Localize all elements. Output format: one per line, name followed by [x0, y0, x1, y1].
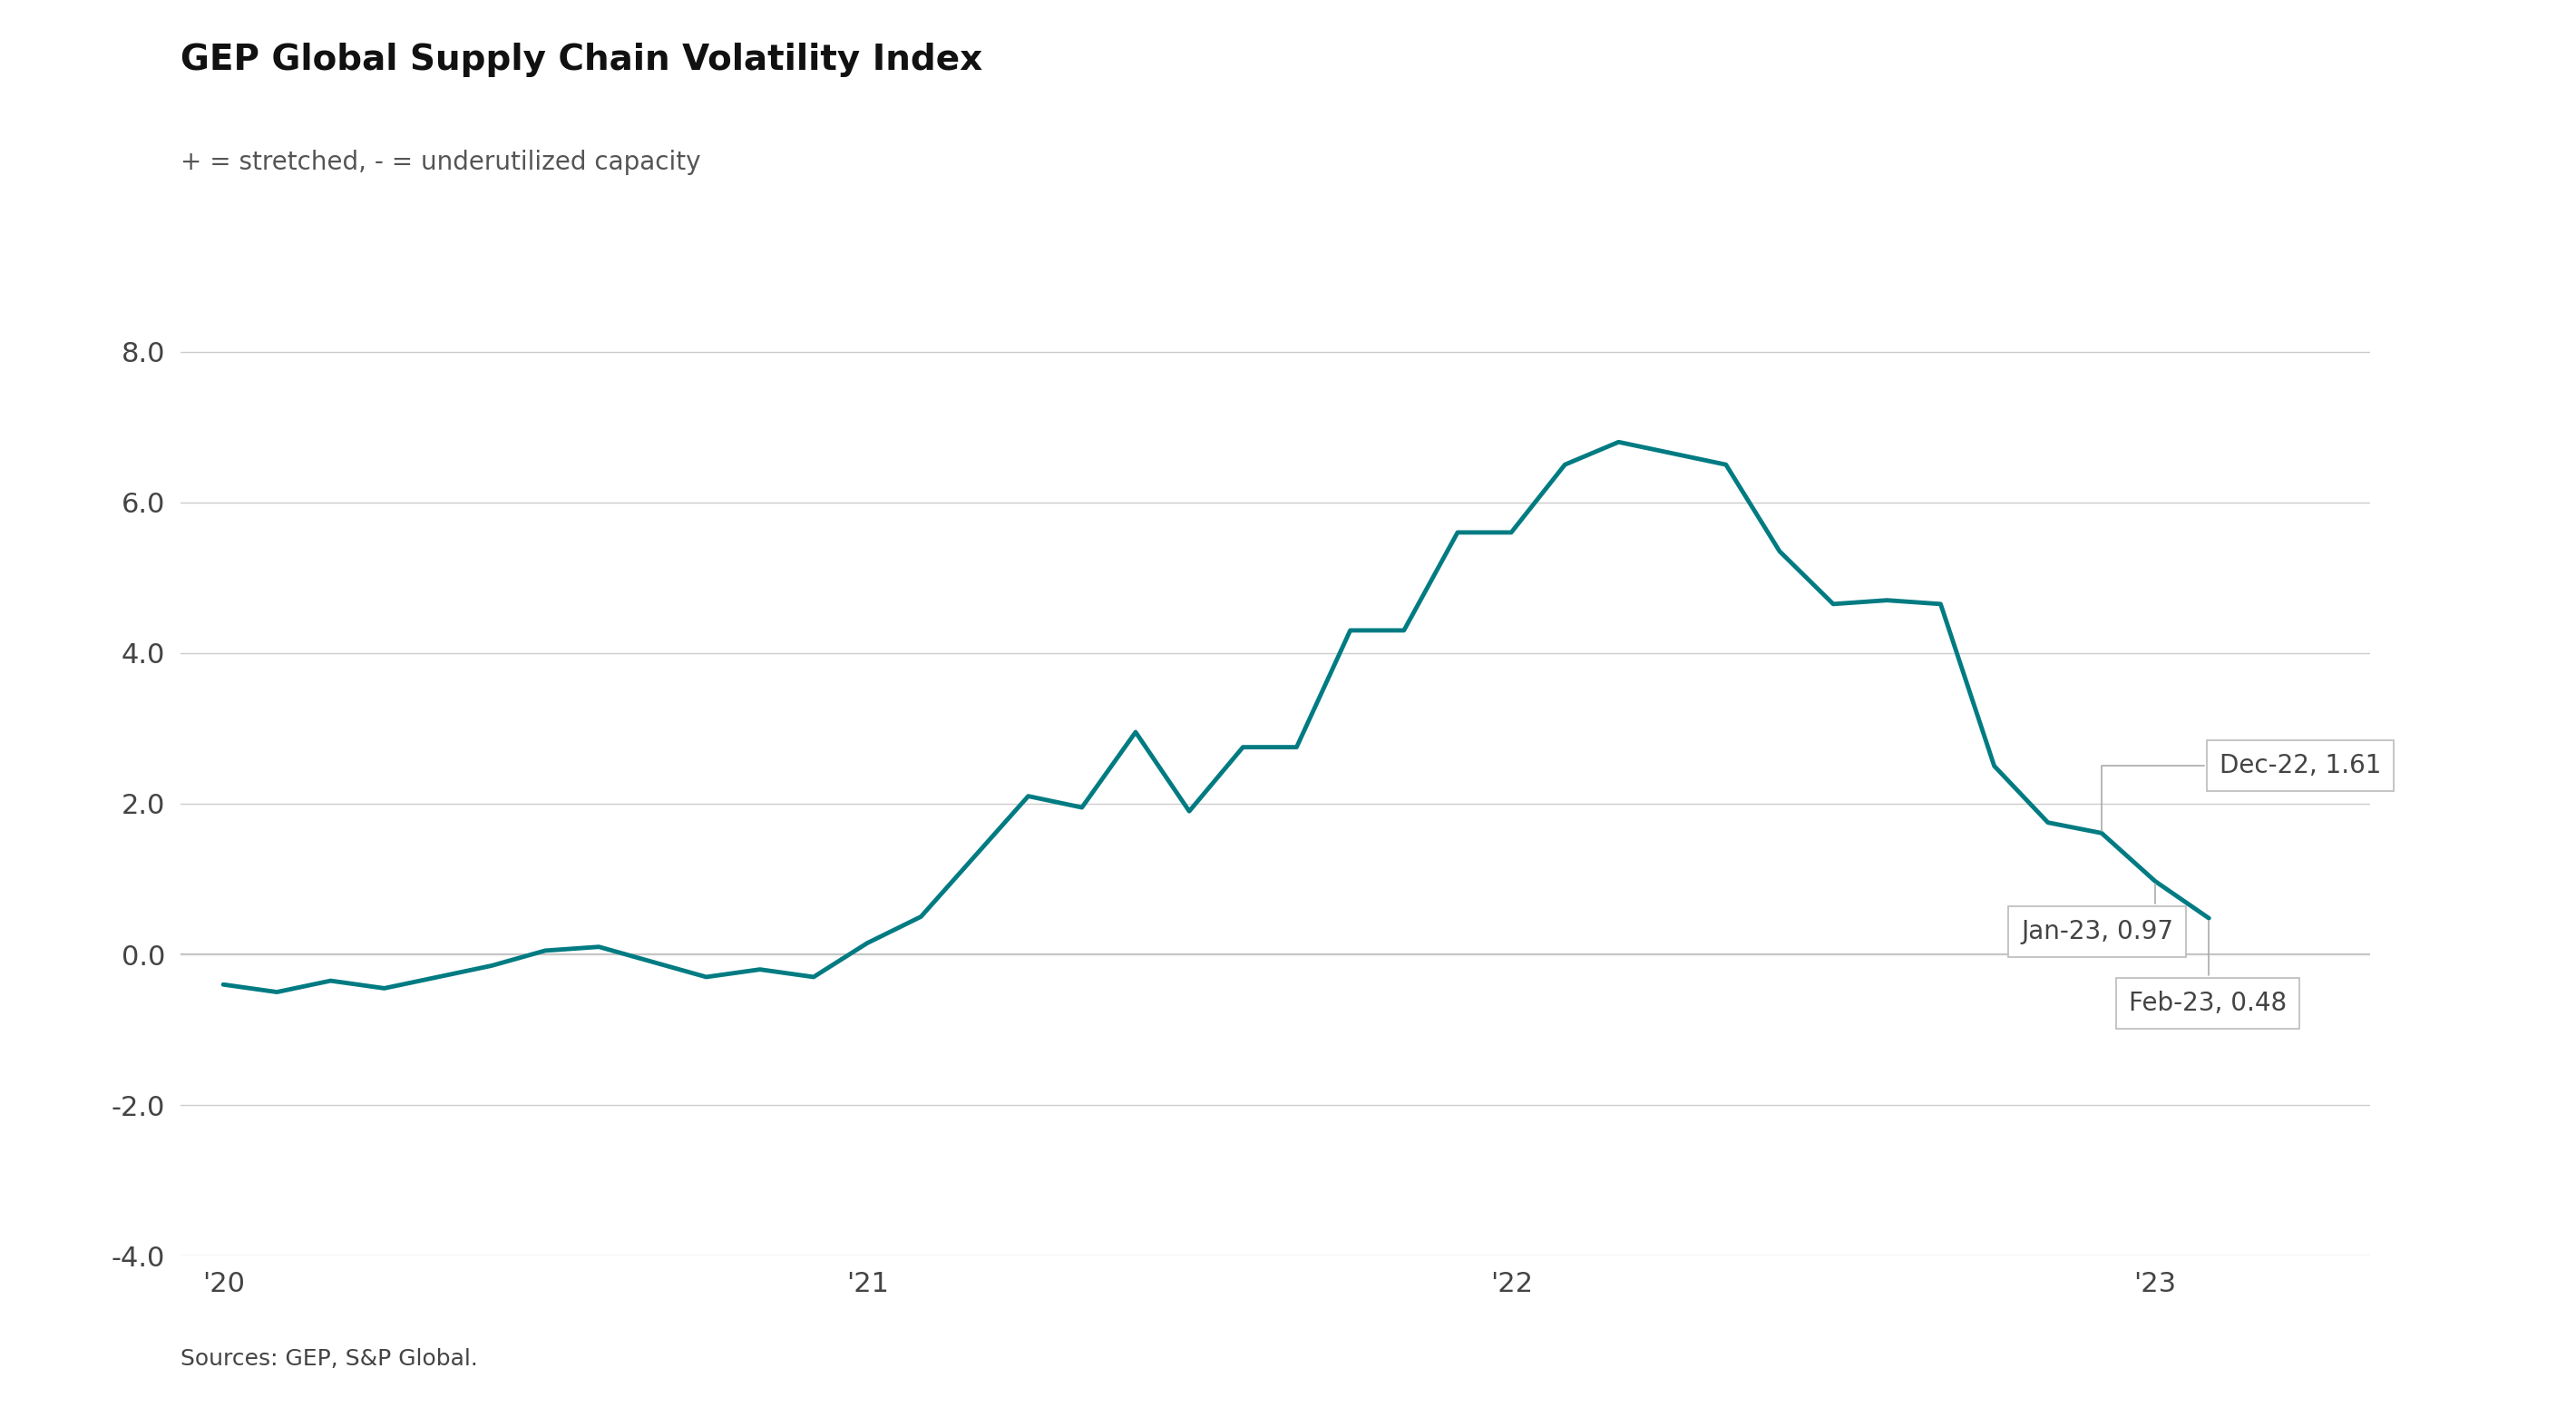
Text: Sources: GEP, S&P Global.: Sources: GEP, S&P Global. [180, 1349, 477, 1370]
Text: Dec-22, 1.61: Dec-22, 1.61 [2102, 753, 2380, 831]
Text: + = stretched, - = underutilized capacity: + = stretched, - = underutilized capacit… [180, 150, 701, 176]
Text: GEP Global Supply Chain Volatility Index: GEP Global Supply Chain Volatility Index [180, 43, 981, 77]
Text: Feb-23, 0.48: Feb-23, 0.48 [2128, 920, 2287, 1016]
Text: Jan-23, 0.97: Jan-23, 0.97 [2022, 883, 2174, 945]
